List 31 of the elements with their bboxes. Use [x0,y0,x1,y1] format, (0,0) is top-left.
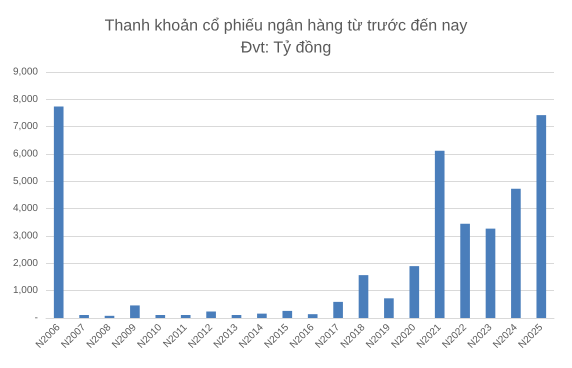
bar [333,302,343,318]
bar [79,314,89,318]
chart-subtitle: Đvt: Tỷ đồng [240,40,332,56]
bar [155,314,166,318]
bar [511,188,521,318]
y-tick-label: 3,000 [12,230,38,242]
bar [232,314,242,318]
y-tick-label: 2,000 [12,258,38,269]
bar [308,314,318,318]
bar [460,224,470,318]
y-tick-label: 8,000 [12,94,38,105]
bar [409,266,420,318]
y-tick-label: 5,000 [12,176,38,187]
bar [434,150,445,318]
y-tick-label: 7,000 [12,121,38,132]
chart-title: Thanh khoản cổ phiếu ngân hàng từ trước đến nay [104,18,468,34]
bar [282,310,292,318]
bar [486,228,496,318]
bar [536,115,546,318]
bar [130,305,140,318]
bar [384,298,394,318]
bar [180,314,191,318]
bar [54,106,64,318]
bar [206,311,216,318]
y-tick-label: 9,000 [12,66,38,78]
y-tick-label: 1,000 [12,285,38,296]
y-tick-label: 6,000 [12,148,38,160]
bar [358,275,368,318]
bar [257,314,267,318]
y-tick-label: - [34,312,38,324]
y-tick-label: 4,000 [12,203,38,214]
